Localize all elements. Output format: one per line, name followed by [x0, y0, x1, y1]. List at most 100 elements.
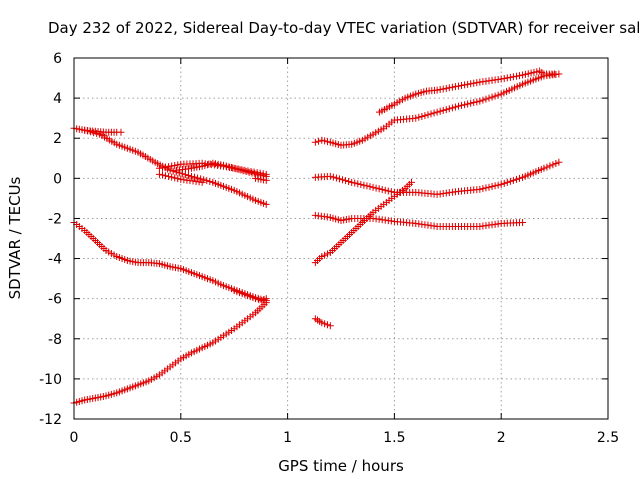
data-point: [262, 170, 270, 178]
series-track-3: [155, 170, 206, 186]
data-point: [229, 164, 237, 172]
data-point: [332, 174, 340, 182]
data-point: [503, 178, 511, 186]
data-point: [321, 137, 329, 145]
y-tick-label: -2: [48, 211, 62, 227]
series-track-8: [70, 299, 270, 407]
data-point: [162, 163, 170, 171]
data-point: [321, 320, 329, 328]
y-tick-label: 6: [53, 51, 62, 67]
data-point: [318, 319, 326, 327]
data-point: [238, 166, 246, 174]
data-point: [158, 164, 166, 172]
data-point: [467, 80, 475, 88]
data-point: [168, 173, 176, 181]
data-point: [491, 182, 499, 190]
data-point: [253, 169, 261, 177]
data-point: [503, 74, 511, 82]
data-point: [549, 161, 557, 169]
data-point: [464, 80, 472, 88]
data-point: [166, 166, 174, 174]
data-point: [555, 158, 563, 166]
data-point: [506, 177, 514, 185]
data-point: [168, 162, 176, 170]
data-point: [259, 170, 267, 178]
data-point: [165, 172, 173, 180]
data-point: [445, 84, 453, 92]
data-point: [424, 111, 432, 119]
data-point: [458, 101, 466, 109]
data-point: [519, 71, 527, 79]
data-point: [533, 68, 541, 76]
series-track-5: [155, 159, 270, 178]
data-point: [485, 183, 493, 191]
data-point: [476, 185, 484, 193]
data-point: [473, 79, 481, 87]
data-point: [479, 96, 487, 104]
data-point: [454, 82, 462, 90]
data-point: [155, 164, 163, 172]
data-point: [84, 127, 92, 135]
data-point: [519, 218, 527, 226]
data-point: [509, 176, 517, 184]
data-point: [479, 185, 487, 193]
data-point: [436, 107, 444, 115]
data-point: [524, 70, 532, 78]
data-point: [366, 183, 374, 191]
data-point: [497, 75, 505, 83]
data-point: [476, 97, 484, 105]
data-point: [516, 174, 524, 182]
series-track-9: [230, 287, 270, 305]
data-point: [247, 167, 255, 175]
data-point: [262, 200, 270, 208]
y-tick-labels: -12 -10 -8 -6 -4 -2 0 2 4 6: [39, 51, 62, 428]
data-point: [256, 169, 264, 177]
data-point: [171, 174, 179, 182]
data-point: [232, 165, 240, 173]
data-point: [162, 172, 170, 180]
data-point: [381, 186, 389, 194]
x-tick-label: 1.5: [383, 430, 405, 446]
data-point: [448, 83, 456, 91]
data-point: [87, 128, 95, 136]
data-point: [187, 172, 195, 180]
data-point: [412, 114, 420, 122]
data-point: [165, 163, 173, 171]
data-point: [500, 74, 508, 82]
data-point: [351, 179, 359, 187]
data-point: [194, 174, 202, 182]
data-point: [436, 86, 444, 94]
data-point: [442, 106, 450, 114]
data-point: [81, 126, 89, 134]
data-point: [439, 106, 447, 114]
data-point: [387, 188, 395, 196]
data-point: [430, 109, 438, 117]
data-point: [439, 85, 447, 93]
y-axis-label: SDTVAR / TECUs: [6, 176, 24, 299]
data-point: [90, 129, 98, 137]
data-point: [323, 250, 331, 258]
data-point: [546, 162, 554, 170]
data-point: [497, 180, 505, 188]
data-point: [369, 183, 377, 191]
data-point: [464, 100, 472, 108]
data-point: [494, 181, 502, 189]
y-tick-label: 0: [53, 171, 62, 187]
x-tick-label: 2.5: [597, 430, 619, 446]
data-point: [363, 182, 371, 190]
data-point: [206, 177, 214, 185]
data-point: [323, 321, 331, 329]
data-point: [155, 170, 163, 178]
y-tick-label: -10: [39, 372, 62, 388]
data-point: [191, 173, 199, 181]
data-point: [407, 178, 415, 186]
data-point: [203, 177, 211, 185]
x-axis-label: GPS time / hours: [278, 457, 404, 475]
data-point: [252, 295, 260, 303]
data-point: [335, 175, 343, 183]
data-point: [485, 94, 493, 102]
data-point: [421, 112, 429, 120]
series-track-11: [375, 67, 559, 116]
data-point: [506, 73, 514, 81]
data-point: [174, 175, 182, 183]
